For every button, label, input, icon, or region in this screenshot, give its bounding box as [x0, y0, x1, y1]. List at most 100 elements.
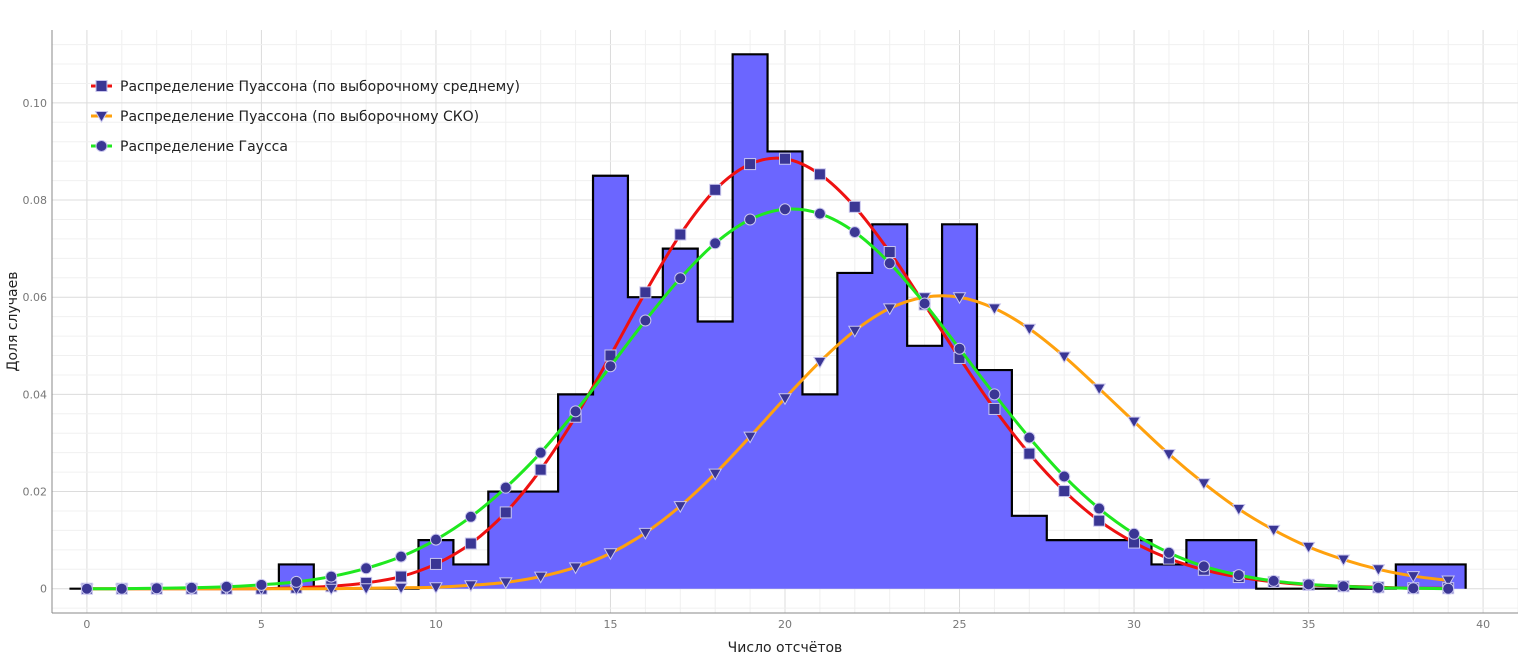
series-point	[604, 360, 617, 373]
series-point	[813, 168, 826, 181]
series-point	[115, 582, 128, 595]
series-point	[1057, 351, 1072, 364]
series-point	[324, 583, 339, 596]
x-tick-label: 20	[778, 618, 792, 631]
series-point	[1407, 582, 1420, 595]
histogram-bar	[768, 151, 803, 588]
series-point	[1372, 581, 1385, 594]
x-tick-label: 40	[1476, 618, 1490, 631]
series-point	[80, 582, 93, 595]
histogram	[69, 53, 1467, 590]
series-point	[779, 203, 791, 216]
series-point	[744, 158, 757, 171]
series-point	[639, 286, 652, 299]
series-point	[429, 557, 442, 570]
series-point	[394, 582, 408, 595]
series-point	[1022, 323, 1037, 336]
series-point	[359, 583, 374, 596]
series-point	[464, 510, 477, 523]
series-point	[674, 228, 687, 241]
series-point	[1093, 502, 1106, 515]
legend: Распределение Пуассона (по выборочному с…	[91, 79, 520, 155]
series-point	[673, 501, 688, 514]
series-3	[80, 203, 1455, 595]
series-point	[1196, 478, 1211, 491]
series-point	[603, 548, 618, 561]
series-point	[1127, 416, 1141, 429]
series-point	[987, 303, 1002, 316]
series-point	[568, 562, 583, 575]
legend-label: Распределение Пуассона (по выборочному с…	[120, 79, 520, 95]
x-axis-title: Число отсчётов	[728, 640, 843, 656]
histogram-bar	[628, 297, 663, 589]
histogram-bar	[1047, 540, 1082, 589]
legend-item: Распределение Пуассона (по выборочному с…	[91, 79, 520, 95]
series-point	[1162, 546, 1175, 559]
series-point	[534, 463, 547, 476]
series-point	[918, 297, 931, 310]
series-point	[463, 580, 478, 593]
series-point	[1023, 447, 1036, 460]
x-tick-label: 30	[1127, 618, 1141, 631]
y-tick-label: 0.08	[23, 194, 48, 207]
histogram-bar	[872, 224, 907, 588]
histogram-bar	[698, 322, 733, 589]
series-point	[185, 581, 198, 594]
x-tick-label: 35	[1302, 618, 1316, 631]
x-ticks: 0 5 10 15 20 25 30 35 40	[83, 618, 1490, 631]
series-point	[1301, 541, 1316, 554]
series-point	[709, 237, 722, 250]
y-tick-label: 0.02	[23, 486, 48, 499]
series-point	[1093, 514, 1106, 527]
series-point	[1128, 527, 1141, 540]
series-point	[1058, 470, 1071, 483]
series-point	[498, 577, 513, 590]
series-point	[848, 200, 861, 213]
histogram-fill	[278, 54, 1466, 589]
y-ticks: 0 0.02 0.04 0.06 0.08 0.10	[23, 97, 48, 596]
series-point	[813, 207, 826, 220]
series-point	[360, 562, 373, 575]
histogram-bar	[1396, 564, 1466, 588]
series-point	[883, 246, 896, 259]
series-point	[429, 533, 442, 546]
series-point	[395, 570, 408, 583]
series-point	[395, 550, 408, 563]
series-point	[1023, 431, 1036, 444]
histogram-bar	[977, 370, 1012, 589]
series-point	[569, 405, 582, 418]
series-point	[847, 325, 862, 338]
y-tick-label: 0.10	[23, 97, 48, 110]
histogram-bar	[1082, 540, 1117, 589]
x-tick-label: 0	[83, 618, 90, 631]
legend-item: Распределение Пуассона (по выборочному С…	[91, 109, 479, 125]
series-point	[1232, 569, 1245, 582]
legend-label: Распределение Гаусса	[120, 139, 288, 155]
series-point	[464, 537, 477, 550]
legend-label: Распределение Пуассона (по выборочному С…	[120, 109, 479, 125]
histogram-bar	[1012, 516, 1047, 589]
series-point	[1092, 383, 1107, 396]
histogram-bar	[942, 224, 977, 588]
series-point	[1197, 560, 1210, 573]
series-point	[638, 527, 653, 540]
series-point	[429, 582, 443, 595]
series-point	[290, 575, 303, 588]
histogram-bar	[1152, 564, 1187, 588]
series-point	[1231, 504, 1246, 517]
legend-item: Распределение Гаусса	[91, 139, 288, 155]
x-tick-label: 25	[953, 618, 967, 631]
series-point	[743, 431, 757, 444]
series-layer	[80, 152, 1456, 596]
series-point	[708, 468, 723, 481]
series-point	[533, 571, 548, 584]
series-point	[883, 257, 896, 270]
series-point	[1406, 571, 1421, 584]
series-point	[1058, 485, 1071, 498]
series-point	[952, 292, 967, 305]
x-tick-label: 10	[429, 618, 443, 631]
series-point	[534, 446, 547, 459]
series-point	[709, 183, 722, 196]
series-point	[988, 402, 1001, 415]
